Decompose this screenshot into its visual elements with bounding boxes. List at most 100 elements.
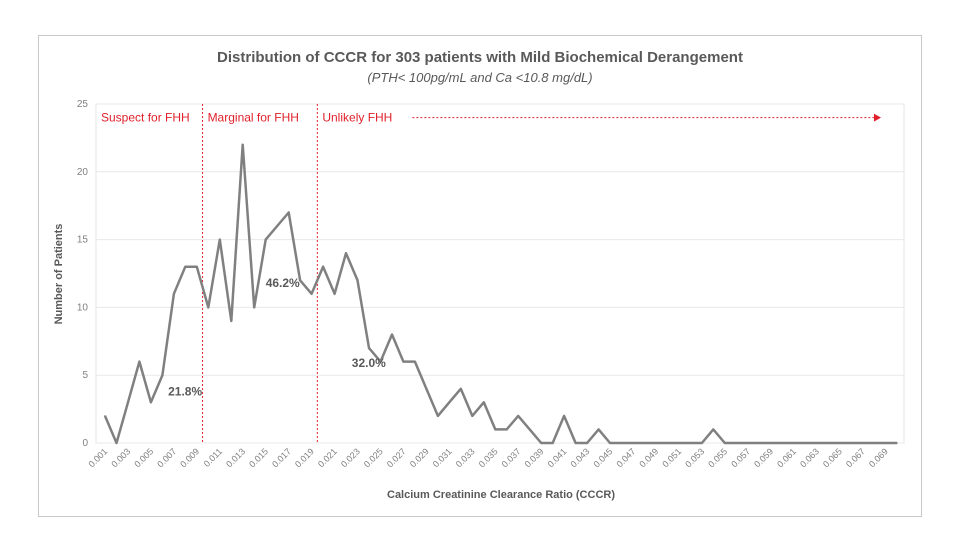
x-tick-label: 0.017 xyxy=(270,446,293,469)
x-tick-label: 0.001 xyxy=(86,446,109,469)
data-point xyxy=(838,442,841,444)
data-point xyxy=(678,442,680,444)
data-point xyxy=(345,252,347,254)
data-point xyxy=(276,225,278,227)
data-point xyxy=(402,360,405,363)
x-tick-label: 0.035 xyxy=(477,446,500,469)
x-tick-label: 0.039 xyxy=(523,446,546,469)
x-tick-label: 0.031 xyxy=(431,446,454,469)
threshold-lines xyxy=(202,104,318,443)
x-tick-label: 0.059 xyxy=(752,446,775,469)
data-point xyxy=(873,442,875,444)
data-point xyxy=(505,428,508,431)
x-tick-label: 0.045 xyxy=(591,446,614,469)
x-tick-label: 0.043 xyxy=(568,446,591,469)
data-point xyxy=(540,442,542,444)
x-tick-label: 0.023 xyxy=(339,446,362,469)
data-point xyxy=(632,442,634,444)
x-axis-label: Calcium Creatinine Clearance Ratio (CCCR… xyxy=(387,489,615,501)
data-point xyxy=(150,401,152,404)
x-tick-label: 0.003 xyxy=(109,446,132,469)
data-point xyxy=(746,442,749,444)
x-tick-label: 0.063 xyxy=(798,446,821,469)
data-point xyxy=(551,442,554,444)
x-tick-label: 0.047 xyxy=(614,446,637,469)
percentage-label: 32.0% xyxy=(352,356,386,370)
data-point xyxy=(861,442,864,444)
data-point xyxy=(127,401,129,404)
x-tick-label: 0.011 xyxy=(202,446,225,469)
data-point xyxy=(173,293,175,295)
data-point xyxy=(264,238,267,241)
data-point xyxy=(460,387,462,390)
annotations: 21.8% 46.2% 32.0% xyxy=(168,276,386,398)
data-point xyxy=(310,293,313,295)
percentage-label: 46.2% xyxy=(266,276,300,290)
data-point xyxy=(620,442,623,444)
data-point xyxy=(414,360,416,363)
data-point xyxy=(666,442,669,444)
data-point xyxy=(333,293,336,295)
data-point xyxy=(207,306,210,309)
data-point xyxy=(574,442,577,444)
data-point xyxy=(563,415,565,417)
y-tick-label: 10 xyxy=(77,302,89,313)
x-tick-label: 0.029 xyxy=(408,446,431,469)
data-point xyxy=(896,442,898,444)
x-tick-label: 0.013 xyxy=(224,446,247,469)
plot-area xyxy=(95,103,905,444)
data-point xyxy=(356,279,359,282)
x-tick-label: 0.067 xyxy=(844,446,867,469)
region-label: Unlikely FHH xyxy=(322,111,392,125)
data-point xyxy=(230,320,233,322)
data-point xyxy=(368,347,370,349)
x-tick-label: 0.021 xyxy=(316,446,339,469)
data-point xyxy=(643,442,646,444)
x-tick-label: 0.015 xyxy=(247,446,270,469)
chart-title: Distribution of CCCR for 303 patients wi… xyxy=(217,49,743,66)
data-point xyxy=(781,442,784,444)
chart-subtitle: (PTH< 100pg/mL and Ca <10.8 mg/dL) xyxy=(367,70,592,85)
data-point xyxy=(758,442,761,444)
data-point xyxy=(597,428,600,431)
data-point xyxy=(391,333,393,336)
region-labels: Suspect for FHH Marginal for FHH Unlikely … xyxy=(101,111,881,125)
data-point xyxy=(253,306,256,309)
y-tick-label: 20 xyxy=(77,167,89,178)
x-tick-label: 0.033 xyxy=(454,446,477,469)
x-tick-label: 0.027 xyxy=(385,446,408,469)
data-point xyxy=(494,428,497,431)
data-point xyxy=(184,265,187,268)
data-point xyxy=(815,442,818,444)
data-point xyxy=(218,238,221,241)
x-tick-label: 0.065 xyxy=(821,446,844,469)
data-point xyxy=(425,387,428,390)
data-point xyxy=(769,442,772,444)
x-tick-label: 0.005 xyxy=(132,446,155,469)
y-axis-label: Number of Patients xyxy=(53,224,65,325)
data-point xyxy=(586,442,588,444)
series xyxy=(103,143,898,445)
data-point xyxy=(115,442,118,444)
x-tick-label: 0.007 xyxy=(155,446,178,469)
data-point xyxy=(712,428,715,431)
x-tick-label: 0.057 xyxy=(729,446,752,469)
x-tick-label: 0.049 xyxy=(637,446,660,469)
data-point xyxy=(517,415,520,417)
data-point xyxy=(322,265,324,268)
data-point xyxy=(448,401,451,404)
x-tick-label: 0.055 xyxy=(706,446,729,469)
x-tick-label: 0.037 xyxy=(500,446,523,469)
y-tick-label: 15 xyxy=(77,235,89,246)
x-tick-label: 0.019 xyxy=(293,446,316,469)
x-tick-label: 0.025 xyxy=(362,446,385,469)
data-point xyxy=(287,211,290,214)
y-tick-label: 0 xyxy=(82,438,88,449)
region-arrow-head xyxy=(874,113,881,122)
data-point xyxy=(196,265,198,268)
data-point xyxy=(850,442,852,444)
y-tick-label: 25 xyxy=(77,99,89,110)
data-point xyxy=(437,415,439,417)
series-line xyxy=(103,143,897,445)
region-label: Suspect for FHH xyxy=(101,111,190,125)
